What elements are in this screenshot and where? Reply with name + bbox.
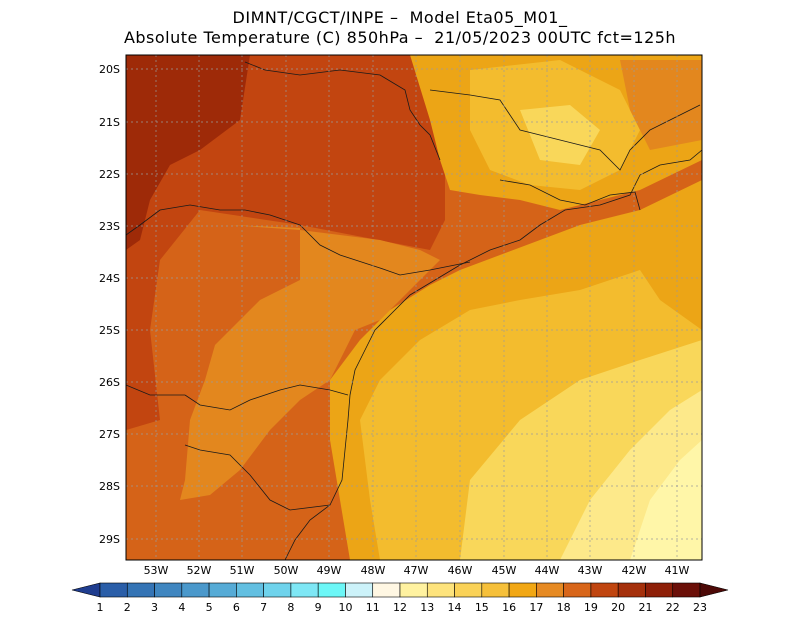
colorbar-labels: 1 2 3 4 5 6 7 8 9 10 11 12 13 14 15 16 17 18 19 20 21 22 23	[97, 601, 708, 614]
lon-label-52W: 52W	[187, 564, 212, 577]
field-t15-north	[520, 105, 600, 165]
colorbar-label: 5	[206, 601, 213, 614]
temperature-field	[126, 55, 702, 560]
colorbar-swatch	[317, 582, 346, 598]
colorbar-label: 16	[502, 601, 516, 614]
border-mg-sp	[429, 89, 701, 171]
colorbar-swatch	[154, 582, 183, 598]
colorbar-label: 4	[178, 601, 185, 614]
political-borders	[126, 61, 702, 560]
colorbar-label: 17	[529, 601, 543, 614]
lat-label-23S: 23S	[99, 220, 120, 233]
colorbar	[71, 582, 729, 598]
colorbar-swatch	[345, 582, 374, 598]
coastline	[284, 149, 702, 560]
field-t13	[630, 440, 702, 560]
lat-label-25S: 25S	[99, 324, 120, 337]
lon-label-49W: 49W	[317, 564, 342, 577]
map-title-line1: DIMNT/CGCT/INPE – Model Eta05_M01_	[232, 8, 568, 27]
lon-label-53W: 53W	[144, 564, 169, 577]
colorbar-swatch	[617, 582, 646, 598]
colorbar-label: 10	[338, 601, 352, 614]
field-t21	[126, 55, 250, 250]
border-pr-sc	[184, 384, 349, 411]
field-t20	[126, 55, 445, 430]
colorbar-label: 23	[693, 601, 707, 614]
lon-label-50W: 50W	[274, 564, 299, 577]
colorbar-swatch	[181, 582, 210, 598]
field-t18-west	[180, 225, 440, 500]
colorbar-swatch	[454, 582, 483, 598]
colorbar-swatch	[372, 582, 401, 598]
colorbar-label: 21	[638, 601, 652, 614]
lon-label-43W: 43W	[578, 564, 603, 577]
lon-label-45W: 45W	[492, 564, 517, 577]
latitude-labels: 20S 21S 22S 23S 24S 25S 26S 27S 28S 29S	[99, 63, 120, 546]
colorbar-swatch	[645, 582, 674, 598]
colorbar-swatch	[672, 582, 701, 598]
border-argentina	[126, 384, 185, 396]
colorbar-swatch	[290, 582, 319, 598]
map-title-line2: Absolute Temperature (C) 850hPa – 21/05/…	[123, 28, 677, 47]
field-t17-southeast	[640, 230, 702, 330]
colorbar-swatch	[426, 582, 455, 598]
lon-label-44W: 44W	[535, 564, 560, 577]
border-sp-rj	[499, 179, 641, 211]
colorbar-swatch	[126, 582, 155, 598]
colorbar-arrow-low	[71, 582, 101, 598]
lon-label-47W: 47W	[404, 564, 429, 577]
field-t18-northeast	[620, 60, 702, 150]
lat-label-20S: 20S	[99, 63, 120, 76]
lat-label-28S: 28S	[99, 480, 120, 493]
border-paraguay	[126, 204, 245, 236]
border-sp-pr	[244, 209, 471, 276]
lat-label-29S: 29S	[99, 533, 120, 546]
colorbar-swatch	[481, 582, 510, 598]
colorbar-label: 6	[233, 601, 240, 614]
lat-label-21S: 21S	[99, 116, 120, 129]
border-ms-sp	[244, 61, 441, 161]
colorbar-swatch	[536, 582, 564, 598]
colorbar-swatch	[236, 582, 264, 598]
colorbar-swatch	[590, 582, 619, 598]
colorbar-label: 9	[315, 601, 322, 614]
colorbar-label: 2	[124, 601, 131, 614]
colorbar-label: 8	[287, 601, 294, 614]
colorbar-label: 3	[151, 601, 158, 614]
colorbar-label: 18	[557, 601, 571, 614]
colorbar-label: 7	[260, 601, 267, 614]
colorbar-label: 12	[393, 601, 407, 614]
colorbar-swatch	[99, 582, 128, 598]
grid-lines	[126, 55, 702, 560]
lat-label-26S: 26S	[99, 376, 120, 389]
lon-label-46W: 46W	[448, 564, 473, 577]
lon-label-48W: 48W	[361, 564, 386, 577]
lat-label-22S: 22S	[99, 168, 120, 181]
colorbar-swatch	[508, 582, 537, 598]
colorbar-label: 22	[666, 601, 680, 614]
colorbar-label: 15	[475, 601, 489, 614]
colorbar-label: 13	[420, 601, 434, 614]
colorbar-swatch	[263, 582, 292, 598]
colorbar-label: 19	[584, 601, 598, 614]
border-sc-rs	[184, 444, 331, 511]
map-frame	[125, 54, 703, 561]
colorbar-swatch	[208, 582, 237, 598]
colorbar-label: 1	[97, 601, 104, 614]
colorbar-label: 20	[611, 601, 625, 614]
longitude-labels: 53W 52W 51W 50W 49W 48W 47W 46W 45W 44W …	[144, 564, 690, 577]
colorbar-swatch	[563, 582, 592, 598]
lon-label-51W: 51W	[230, 564, 255, 577]
colorbar-label: 11	[366, 601, 380, 614]
colorbar-arrow-high	[699, 582, 729, 598]
colorbar-label: 14	[448, 601, 462, 614]
lat-label-24S: 24S	[99, 272, 120, 285]
colorbar-swatch	[399, 582, 428, 598]
lon-label-42W: 42W	[622, 564, 647, 577]
lon-label-41W: 41W	[665, 564, 690, 577]
lat-label-27S: 27S	[99, 428, 120, 441]
